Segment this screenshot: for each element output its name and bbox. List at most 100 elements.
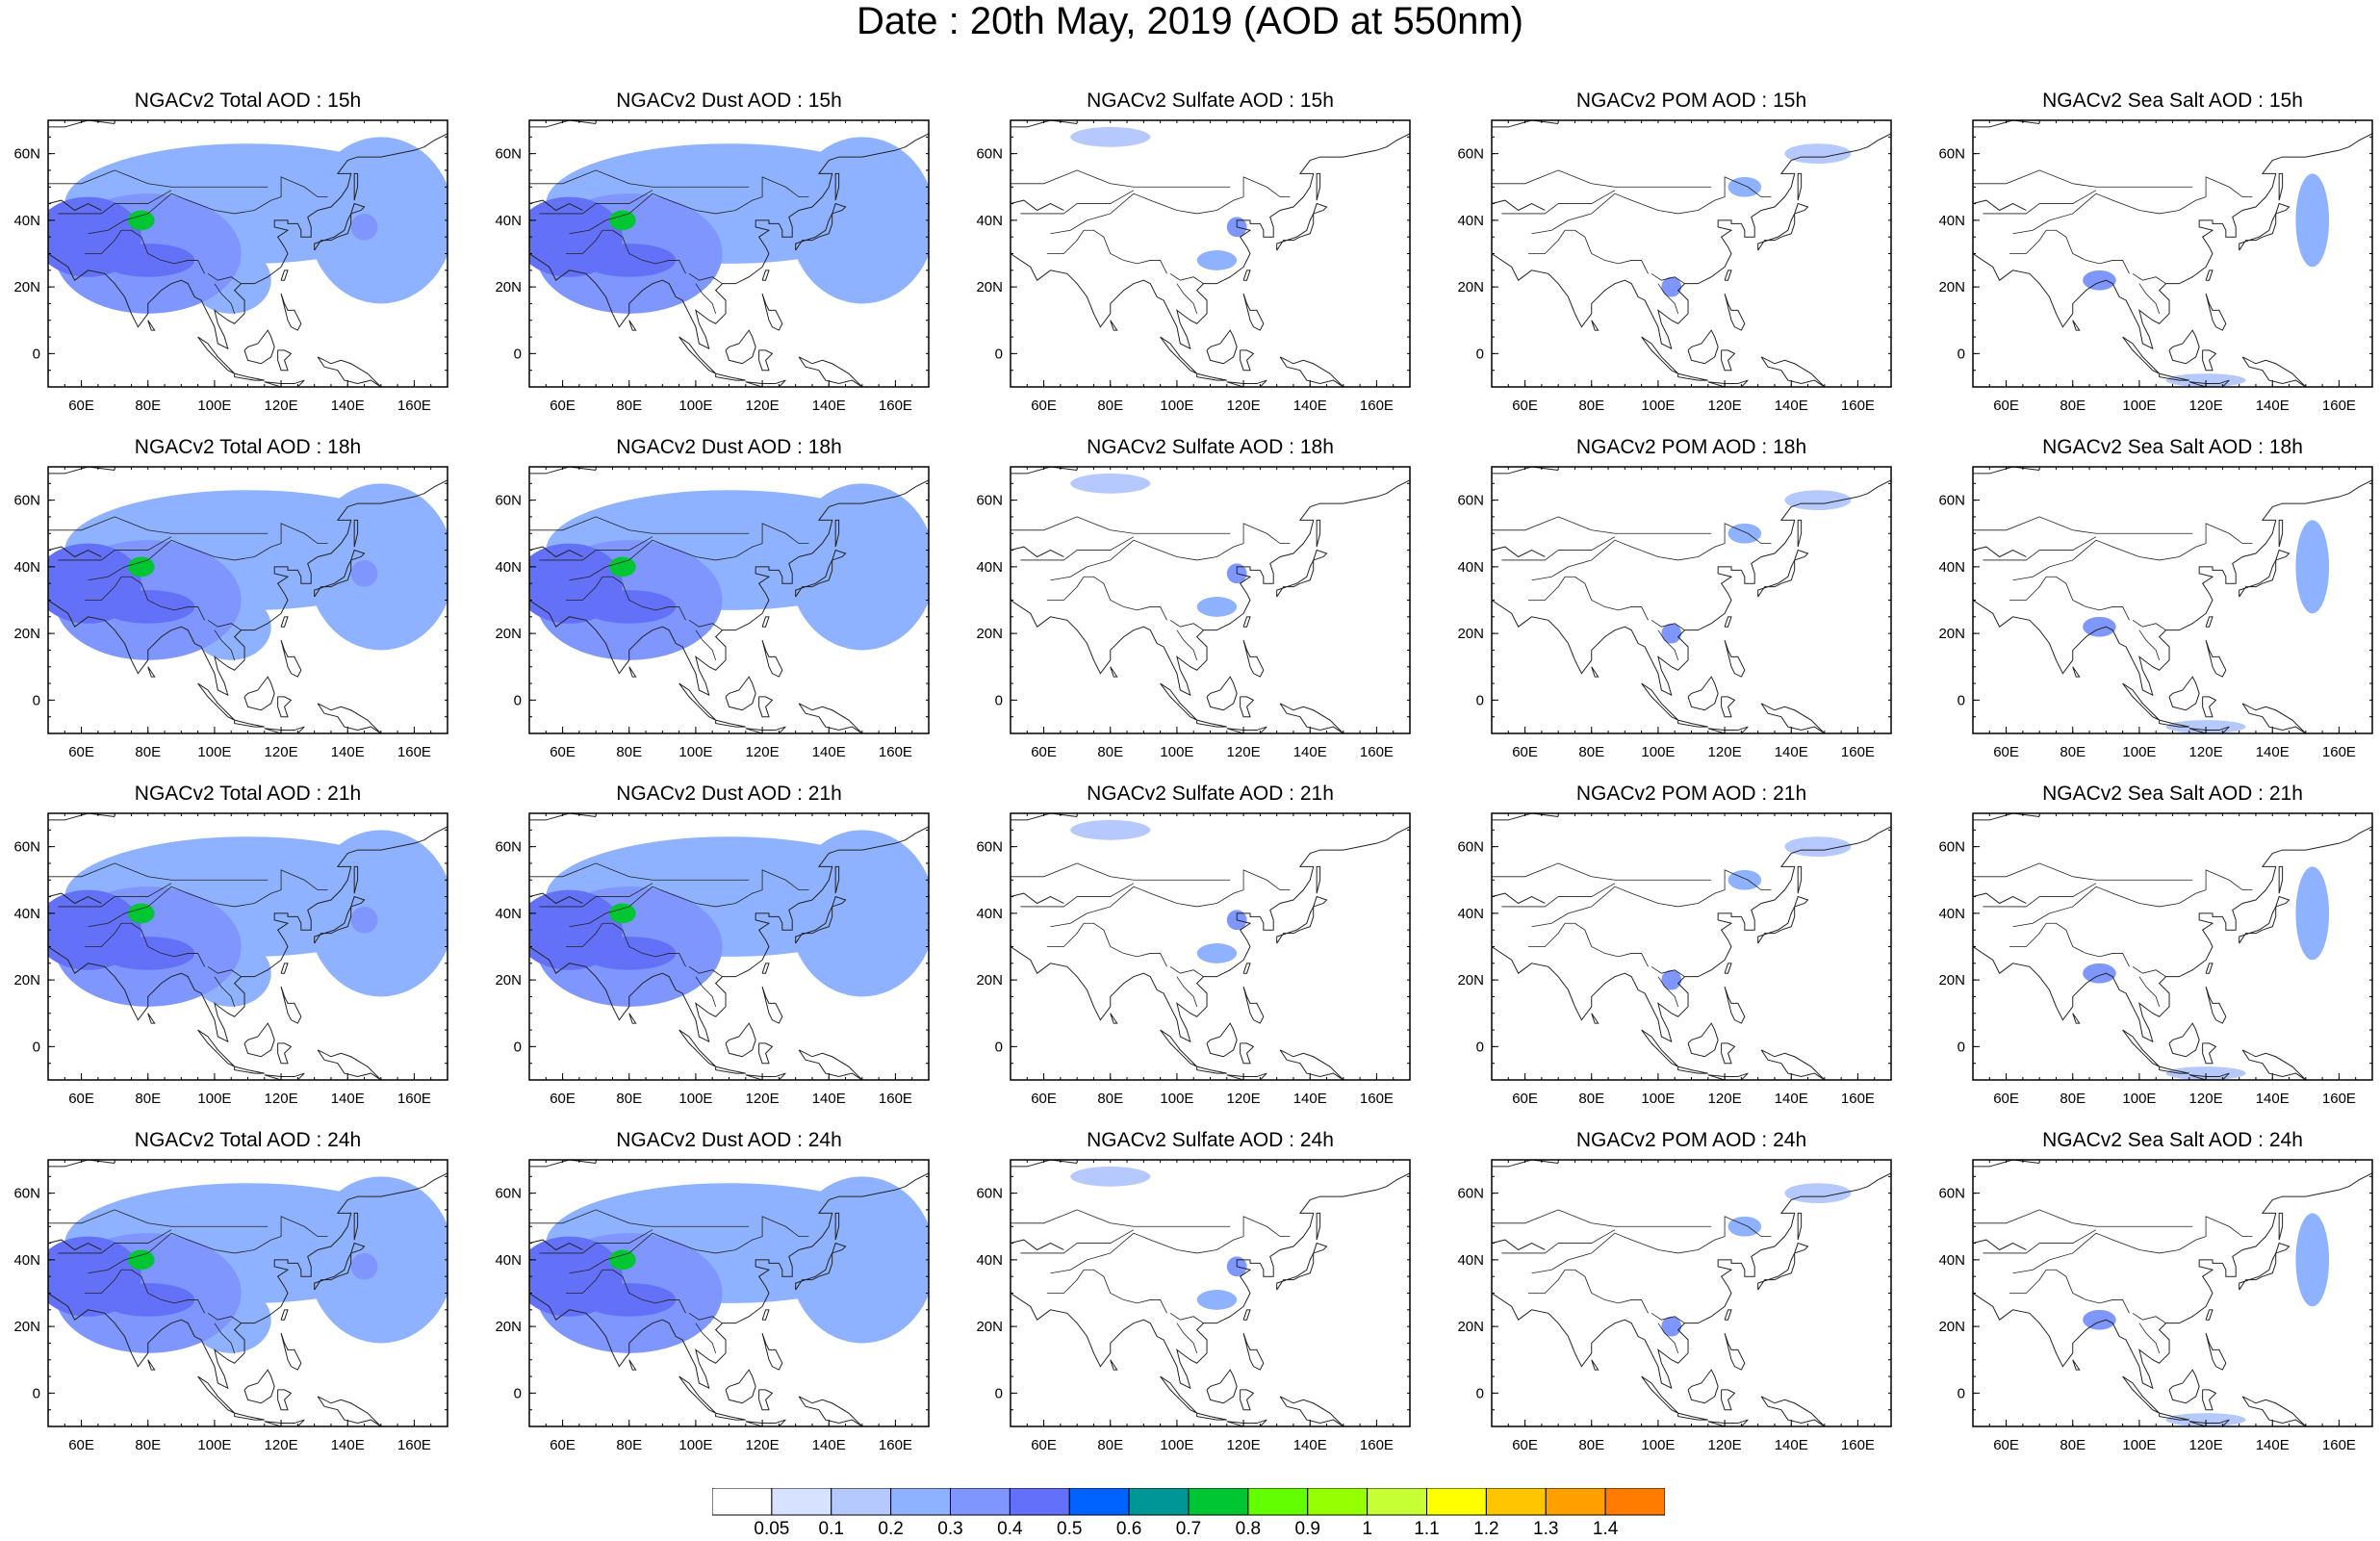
coastline <box>1242 616 1251 628</box>
coastline <box>234 1066 265 1074</box>
coastline <box>1794 1242 1809 1254</box>
coastline <box>1973 826 2372 1043</box>
coastline <box>1973 479 2372 697</box>
country-border <box>85 576 205 621</box>
lon-tick-label: 140E <box>1775 398 1808 414</box>
lon-tick-label: 140E <box>331 744 365 760</box>
country-border <box>688 619 723 630</box>
coastline <box>2205 986 2227 1024</box>
country-border <box>85 1269 205 1314</box>
coastline <box>725 676 756 711</box>
coastline <box>761 639 783 678</box>
map-canvas: 60E 80E 100E 120E 140E 160E 60N 40N 20N 0 <box>1938 812 2373 1107</box>
coastline <box>1276 906 1315 944</box>
coastline <box>1797 865 1803 894</box>
lon-tick-label: 80E <box>135 744 161 760</box>
lon-tick-label: 160E <box>1841 398 1875 414</box>
lon-tick-label: 100E <box>1641 1091 1675 1107</box>
lat-tick-label: 0 <box>33 1039 40 1055</box>
lon-tick-label: 80E <box>1578 744 1604 760</box>
aod-plume <box>788 1176 929 1344</box>
country-border <box>1176 283 1198 314</box>
lon-tick-label: 60E <box>1993 398 2019 414</box>
map-panel: NGACv2 Sulfate AOD : 18h 60E 80E 100E 120E 14… <box>962 436 1458 772</box>
country-border <box>1568 523 1772 568</box>
country-border <box>1657 283 1679 314</box>
aod-plume <box>1784 143 1852 165</box>
colorbar-swatch <box>1128 1487 1190 1516</box>
panel-title: NGACv2 Sulfate AOD : 15h <box>1087 90 1334 112</box>
lon-tick-label: 160E <box>879 1437 912 1453</box>
coastline <box>353 865 359 894</box>
coastline <box>1721 349 1736 372</box>
country-border <box>1169 965 1204 977</box>
coastline <box>529 479 929 697</box>
lon-tick-label: 120E <box>265 744 298 760</box>
coastline <box>798 1396 863 1426</box>
country-border <box>1501 536 1616 561</box>
lat-tick-label: 40N <box>976 906 1003 922</box>
coastline <box>2241 1396 2307 1426</box>
lat-tick-label: 60N <box>1938 493 1965 509</box>
country-border <box>605 869 809 914</box>
coastline <box>1973 133 2372 350</box>
country-border <box>1047 922 1167 967</box>
coastline <box>1226 726 1267 733</box>
coastline <box>628 320 637 331</box>
coastline <box>1240 1389 1255 1411</box>
coastline <box>314 559 352 598</box>
country-border <box>529 516 750 534</box>
lat-tick-label: 0 <box>1476 692 1484 708</box>
lon-tick-label: 160E <box>1360 744 1394 760</box>
lon-tick-label: 100E <box>1160 1437 1193 1453</box>
lat-tick-label: 0 <box>33 1385 40 1401</box>
lon-tick-label: 100E <box>678 744 712 760</box>
lat-tick-label: 20N <box>1938 972 1965 989</box>
aod-plume <box>1661 623 1682 644</box>
lat-tick-label: 0 <box>995 692 1003 708</box>
lon-tick-label: 60E <box>1993 1437 2019 1453</box>
map-canvas: 60E 80E 100E 120E 140E 160E 60N 40N 20N 0 <box>976 466 1411 760</box>
coastline <box>2239 906 2277 944</box>
coastline <box>243 1022 275 1058</box>
lat-tick-label: 60N <box>976 839 1003 856</box>
aod-plume <box>1070 126 1151 147</box>
coastline <box>1226 1419 1267 1426</box>
panel-title: NGACv2 POM AOD : 21h <box>1575 783 1807 805</box>
coastline <box>48 1172 448 1390</box>
coastlines <box>1011 1160 1410 1426</box>
aod-plume <box>1196 250 1238 270</box>
aod-plume <box>2083 963 2116 984</box>
aod-field <box>1070 1166 1247 1310</box>
lon-tick-label: 120E <box>1708 744 1742 760</box>
coastlines <box>48 813 448 1080</box>
coastline <box>2159 719 2189 728</box>
lat-tick-label: 20N <box>13 626 40 642</box>
aod-plume <box>1784 836 1852 858</box>
lon-tick-label: 160E <box>879 744 912 760</box>
lon-tick-label: 140E <box>2256 744 2290 760</box>
lon-tick-label: 160E <box>1841 1437 1875 1453</box>
lon-tick-label: 60E <box>550 1437 576 1453</box>
country-border <box>1531 912 1569 928</box>
coastline <box>2205 1309 2214 1321</box>
coastline <box>758 1042 774 1065</box>
aod-plume <box>2083 270 2116 291</box>
map-panel: NGACv2 POM AOD : 21h 60E 80E 100E 120E 140E 16… <box>1444 783 1939 1118</box>
aod-plume <box>609 210 636 231</box>
coastline <box>1677 372 1708 381</box>
country-border <box>1047 1269 1167 1314</box>
coastline <box>1492 892 1546 905</box>
aod-plume <box>788 830 929 997</box>
coastline <box>2205 639 2227 678</box>
country-border <box>1983 536 2097 561</box>
colorbar-swatch <box>1247 1487 1309 1516</box>
coastline <box>1316 865 1321 894</box>
lat-tick-label: 60N <box>495 493 522 509</box>
coastline <box>834 172 840 201</box>
coastline <box>48 120 115 128</box>
coastline <box>761 1309 770 1321</box>
map-panel: NGACv2 Total AOD : 24h 60E 80E 100E 120E 140E… <box>0 1129 496 1465</box>
lat-tick-label: 0 <box>514 1039 522 1055</box>
country-border <box>529 1209 750 1227</box>
